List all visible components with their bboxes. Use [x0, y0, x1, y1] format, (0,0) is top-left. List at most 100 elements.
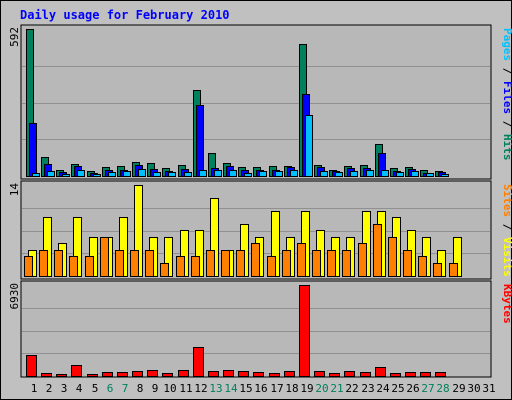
bar-kbytes-day-17 — [269, 373, 280, 377]
legend-entry: KBytes — [501, 284, 512, 324]
bar-kbytes-day-21 — [329, 373, 340, 377]
bar-sites-day-22 — [342, 250, 351, 277]
bar-pages-day-4 — [77, 170, 85, 177]
bar-sites-day-3 — [54, 250, 63, 277]
bar-kbytes-day-13 — [208, 371, 219, 377]
bar-pages-day-25 — [396, 172, 404, 177]
bar-sites-day-6 — [100, 237, 109, 277]
x-axis-label-day-15: 15 — [239, 382, 252, 395]
x-axis-label-day-9: 9 — [152, 382, 159, 395]
x-axis-label-day-7: 7 — [122, 382, 129, 395]
x-axis-label-day-23: 23 — [361, 382, 374, 395]
bar-sites-day-24 — [373, 224, 382, 277]
panel-frame — [20, 280, 492, 378]
bar-kbytes-day-3 — [56, 374, 67, 377]
bar-kbytes-day-20 — [314, 371, 325, 377]
bar-kbytes-day-23 — [360, 372, 371, 377]
x-axis-label-day-19: 19 — [300, 382, 313, 395]
bar-pages-day-11 — [184, 172, 192, 177]
bar-sites-day-29 — [449, 263, 458, 277]
x-axis-labels: 1 2 3 4 5 6 7 8 9 10 11 12 13 14 15 16 17 18 19 20 21 22 23 24 2… — [31, 382, 496, 395]
bar-sites-day-7 — [115, 250, 124, 277]
bar-kbytes-day-7 — [117, 372, 128, 377]
bar-pages-day-18 — [290, 170, 298, 177]
x-axis-label-day-12: 12 — [194, 382, 207, 395]
bar-sites-day-18 — [282, 250, 291, 277]
bar-kbytes-day-18 — [284, 371, 295, 377]
bar-kbytes-day-1 — [26, 355, 37, 377]
bar-sites-day-2 — [39, 250, 48, 277]
panel-kbytes: 6930 KBytes — [8, 280, 512, 378]
bar-kbytes-day-6 — [102, 372, 113, 377]
bar-sites-day-1 — [24, 256, 33, 277]
x-axis-label-day-20: 20 — [315, 382, 328, 395]
bar-pages-day-19 — [305, 115, 313, 177]
bar-sites-day-25 — [388, 237, 397, 277]
x-axis-label-day-5: 5 — [92, 382, 99, 395]
x-axis-label-day-4: 4 — [76, 382, 83, 395]
legend-kbytes: KBytes — [501, 284, 512, 324]
panel-visits_sites: 14 Sites / Visits — [8, 180, 512, 280]
bar-pages-day-20 — [320, 171, 328, 177]
bar-pages-day-15 — [244, 173, 252, 177]
panel-hits_files_pages: 592 Pages / Files / Hits — [8, 24, 512, 180]
bar-sites-day-16 — [251, 243, 260, 277]
panel-frame — [20, 24, 492, 180]
x-axis-label-day-2: 2 — [46, 382, 53, 395]
bar-pages-day-14 — [229, 170, 237, 177]
legend-hits_files_pages: Pages / Files / Hits — [501, 28, 512, 161]
chart-title: Daily usage for February 2010 — [20, 8, 230, 22]
bar-kbytes-day-4 — [71, 365, 82, 377]
bar-kbytes-day-12 — [193, 347, 204, 377]
x-axis-label-day-11: 11 — [179, 382, 192, 395]
bar-sites-day-12 — [191, 256, 200, 277]
bar-pages-day-27 — [426, 173, 434, 177]
x-axis-label-day-28: 28 — [436, 382, 449, 395]
bar-pages-day-6 — [108, 172, 116, 177]
x-axis-label-day-25: 25 — [391, 382, 404, 395]
x-axis-label-day-30: 30 — [467, 382, 480, 395]
legend-entry: / — [501, 114, 512, 134]
bar-pages-day-28 — [441, 174, 449, 177]
bar-kbytes-day-5 — [87, 374, 98, 377]
bar-sites-day-20 — [312, 250, 321, 277]
x-axis-label-day-27: 27 — [421, 382, 434, 395]
bar-pages-day-13 — [214, 170, 222, 177]
x-axis-label-day-24: 24 — [376, 382, 390, 395]
bar-files-day-1 — [29, 123, 37, 177]
bar-kbytes-day-2 — [41, 373, 52, 377]
bar-sites-day-11 — [176, 256, 185, 277]
legend-entry: / — [501, 61, 512, 81]
x-axis-label-day-31: 31 — [482, 382, 495, 395]
bar-kbytes-day-25 — [390, 373, 401, 377]
bar-kbytes-day-22 — [344, 371, 355, 377]
legend-entry: Pages — [501, 28, 512, 61]
bar-kbytes-day-10 — [162, 373, 173, 377]
y-axis-max-label: 6930 — [8, 283, 21, 310]
chart-panels: 592 Pages / Files / Hits 14 Sites / Visits 6… — [8, 24, 512, 378]
bar-pages-day-17 — [275, 171, 283, 177]
bar-kbytes-day-9 — [147, 370, 158, 377]
bar-files-day-12 — [196, 105, 204, 177]
x-axis-label-day-14: 14 — [224, 382, 238, 395]
x-axis-label-day-13: 13 — [209, 382, 222, 395]
bar-pages-day-7 — [123, 171, 131, 177]
bar-kbytes-day-16 — [253, 372, 264, 377]
bar-sites-day-5 — [85, 256, 94, 277]
bar-kbytes-day-11 — [178, 370, 189, 377]
bar-sites-day-14 — [221, 250, 230, 277]
bar-pages-day-1 — [32, 173, 40, 177]
bar-sites-day-10 — [160, 263, 169, 277]
bar-sites-day-19 — [297, 243, 306, 277]
bar-sites-day-4 — [69, 256, 78, 277]
x-axis-label-day-6: 6 — [107, 382, 114, 395]
bar-pages-day-23 — [366, 170, 374, 177]
bar-pages-day-16 — [259, 171, 267, 177]
bar-pages-day-9 — [153, 172, 161, 177]
x-axis-label-day-8: 8 — [137, 382, 144, 395]
bar-pages-day-2 — [47, 171, 55, 177]
x-axis-label-day-16: 16 — [254, 382, 267, 395]
bar-sites-day-17 — [267, 256, 276, 277]
bar-kbytes-day-24 — [375, 367, 386, 377]
bar-pages-day-5 — [93, 174, 101, 177]
